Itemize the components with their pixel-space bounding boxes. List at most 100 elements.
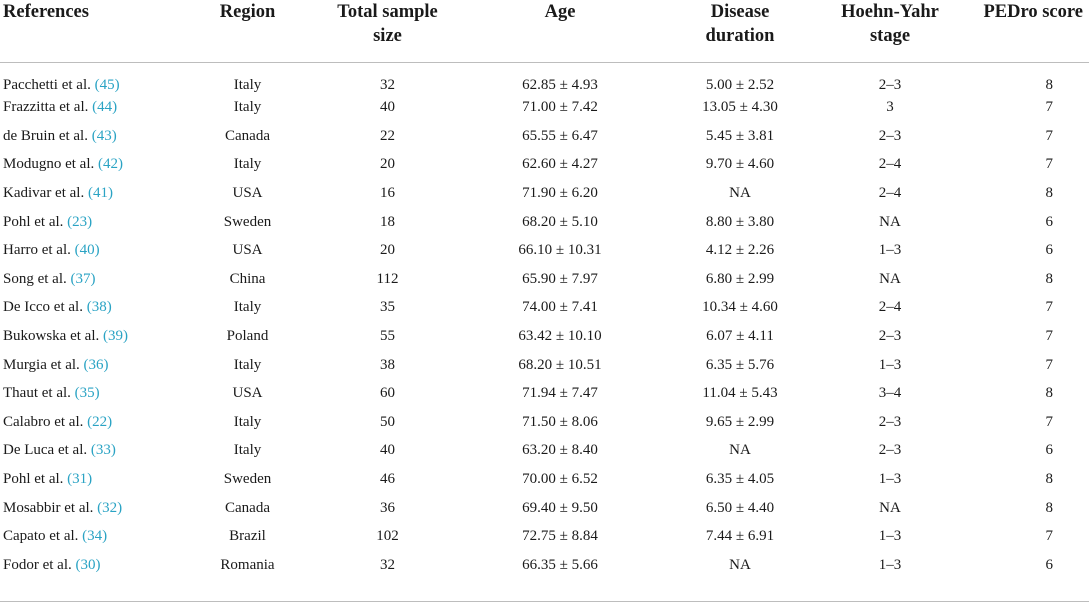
cell-reference: Thaut et al. (35) (0, 379, 180, 408)
cell-disease-duration: 13.05 ± 4.30 (702, 99, 778, 116)
table-row: De Icco et al. (38) Italy 35 74.00 ± 7.41 10… (0, 294, 1089, 323)
header-pedro: PEDro score (983, 2, 1083, 22)
table-row: Mosabbir et al. (32) Canada 36 69.40 ± 9.50… (0, 494, 1089, 523)
cell-sample-size: 32 (380, 556, 395, 573)
citation-link[interactable]: (33) (90, 442, 116, 459)
cell-pedro: 8 (1045, 270, 1054, 287)
author-name: De Luca et al. (3, 442, 88, 459)
cell-pedro: 7 (1045, 127, 1054, 144)
header-sample-size: Total sample size (337, 2, 438, 46)
author-name: Frazzitta et al. (3, 99, 89, 116)
cell-pedro: 6 (1045, 556, 1054, 573)
table-bottom-rule (0, 601, 1089, 602)
cell-region: Italy (233, 442, 262, 459)
cell-hoehn-yahr: 1–3 (878, 242, 902, 259)
cell-pedro: 7 (1045, 528, 1054, 545)
cell-hoehn-yahr: NA (879, 499, 901, 516)
cell-pedro: 7 (1045, 328, 1054, 345)
cell-reference: Mosabbir et al. (32) (0, 494, 180, 523)
cell-hoehn-yahr: 2–3 (878, 127, 902, 144)
author-name: Pacchetti et al. (3, 76, 91, 93)
author-name: de Bruin et al. (3, 127, 88, 144)
cell-disease-duration: 5.00 ± 2.52 (705, 76, 775, 93)
cell-age: 70.00 ± 6.52 (522, 471, 598, 488)
cell-disease-duration: NA (729, 185, 751, 202)
cell-pedro: 8 (1045, 76, 1054, 93)
cell-sample-size: 102 (376, 528, 399, 545)
citation-link[interactable]: (35) (74, 385, 100, 402)
header-region: Region (219, 2, 276, 22)
citation-link[interactable]: (44) (92, 99, 118, 116)
table-row: Thaut et al. (35) USA 60 71.94 ± 7.47 11.04 … (0, 379, 1089, 408)
study-characteristics-table: References Region Total sample size Age … (0, 0, 1089, 580)
table-row: Frazzitta et al. (44) Italy 40 71.00 ± 7.42… (0, 94, 1089, 123)
table-body: Pacchetti et al. (45) Italy 32 62.85 ± 4.93… (0, 62, 1089, 580)
cell-reference: Pohl et al. (23) (0, 208, 180, 237)
table-row: de Bruin et al. (43) Canada 22 65.55 ± 6.47… (0, 122, 1089, 151)
cell-region: Italy (233, 99, 262, 116)
cell-reference: Modugno et al. (42) (0, 151, 180, 180)
citation-link[interactable]: (22) (87, 413, 113, 430)
cell-reference: Pohl et al. (31) (0, 465, 180, 494)
citation-link[interactable]: (32) (97, 499, 123, 516)
citation-link[interactable]: (41) (87, 185, 113, 202)
cell-region: Canada (225, 127, 270, 144)
cell-pedro: 8 (1045, 385, 1054, 402)
cell-pedro: 6 (1045, 442, 1054, 459)
table-row: Capato et al. (34) Brazil 102 72.75 ± 8.84 7… (0, 522, 1089, 551)
citation-link[interactable]: (31) (67, 471, 93, 488)
cell-region: Brazil (229, 528, 266, 545)
table-row: Kadivar et al. (41) USA 16 71.90 ± 6.20 NA 2–… (0, 179, 1089, 208)
header-age: Age (544, 2, 576, 22)
cell-age: 63.20 ± 8.40 (522, 442, 598, 459)
table-row: De Luca et al. (33) Italy 40 63.20 ± 8.40 NA… (0, 437, 1089, 466)
citation-link[interactable]: (38) (86, 299, 112, 316)
citation-link[interactable]: (40) (74, 242, 100, 259)
cell-sample-size: 60 (380, 385, 395, 402)
table-row: Modugno et al. (42) Italy 20 62.60 ± 4.27 9.… (0, 151, 1089, 180)
citation-link[interactable]: (30) (75, 556, 101, 573)
cell-disease-duration: 10.34 ± 4.60 (702, 299, 778, 316)
table-row: Pohl et al. (23) Sweden 18 68.20 ± 5.10 8.80… (0, 208, 1089, 237)
citation-link[interactable]: (42) (98, 156, 123, 173)
cell-region: Italy (233, 356, 262, 373)
citation-link[interactable]: (36) (83, 356, 109, 373)
cell-region: Italy (233, 76, 262, 93)
cell-sample-size: 20 (380, 242, 395, 259)
cell-hoehn-yahr: 2–3 (878, 442, 902, 459)
author-name: Harro et al. (3, 242, 71, 259)
cell-disease-duration: 5.45 ± 3.81 (705, 127, 775, 144)
author-name: Kadivar et al. (3, 185, 85, 202)
cell-hoehn-yahr: 2–4 (878, 185, 902, 202)
cell-hoehn-yahr: 1–3 (878, 356, 902, 373)
cell-age: 63.42 ± 10.10 (518, 328, 602, 345)
cell-pedro: 7 (1045, 299, 1054, 316)
cell-hoehn-yahr: 3 (886, 99, 894, 116)
cell-pedro: 6 (1045, 242, 1054, 259)
cell-reference: Bukowska et al. (39) (0, 322, 180, 351)
cell-age: 62.60 ± 4.27 (522, 156, 598, 173)
cell-hoehn-yahr: 1–3 (878, 556, 902, 573)
cell-hoehn-yahr: 2–4 (878, 299, 902, 316)
cell-disease-duration: 4.12 ± 2.26 (705, 242, 775, 259)
cell-disease-duration: 9.65 ± 2.99 (705, 413, 775, 430)
cell-reference: Frazzitta et al. (44) (0, 94, 180, 123)
cell-disease-duration: 6.50 ± 4.40 (705, 499, 775, 516)
cell-disease-duration: 11.04 ± 5.43 (702, 385, 778, 402)
citation-link[interactable]: (37) (70, 270, 96, 287)
citation-link[interactable]: (43) (91, 127, 117, 144)
citation-link[interactable]: (23) (67, 213, 93, 230)
cell-hoehn-yahr: NA (879, 213, 901, 230)
citation-link[interactable]: (39) (102, 328, 128, 345)
cell-disease-duration: NA (729, 442, 751, 459)
cell-pedro: 8 (1045, 499, 1054, 516)
cell-hoehn-yahr: 2–3 (878, 76, 902, 93)
cell-reference: Kadivar et al. (41) (0, 179, 180, 208)
cell-age: 68.20 ± 5.10 (522, 213, 598, 230)
table-row: Harro et al. (40) USA 20 66.10 ± 10.31 4.12 … (0, 236, 1089, 265)
table-header-row: References Region Total sample size Age … (0, 0, 1089, 62)
cell-age: 69.40 ± 9.50 (522, 499, 598, 516)
citation-link[interactable]: (34) (82, 528, 108, 545)
cell-sample-size: 40 (380, 442, 395, 459)
citation-link[interactable]: (45) (94, 76, 120, 93)
